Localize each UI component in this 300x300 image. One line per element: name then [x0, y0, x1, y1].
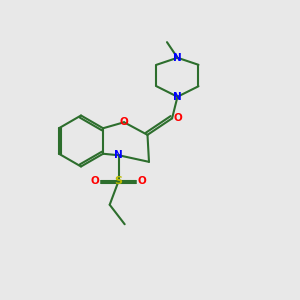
Text: O: O	[138, 176, 146, 186]
Text: N: N	[173, 92, 182, 102]
Text: O: O	[120, 117, 128, 127]
Text: N: N	[173, 53, 182, 63]
Text: O: O	[91, 176, 100, 186]
Text: O: O	[174, 113, 182, 123]
Text: N: N	[114, 150, 123, 160]
Text: S: S	[115, 176, 123, 186]
